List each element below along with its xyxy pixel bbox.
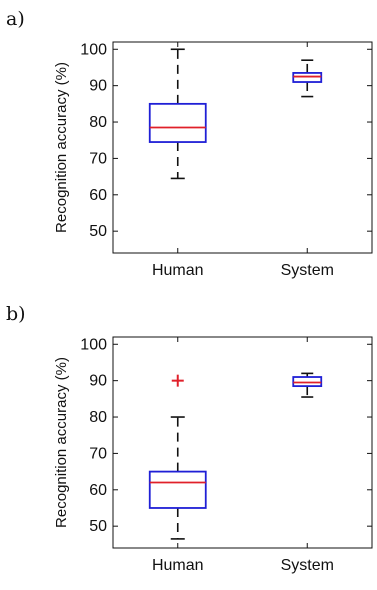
y-tick-label: 90 (89, 373, 107, 390)
chart-panel-a: a) 50 60 70 80 90 100 Recognition accuracy (%)… (6, 8, 373, 279)
x-tick-label-system: System (281, 557, 334, 574)
plot-frame (112, 41, 373, 254)
y-tick-label: 100 (80, 336, 107, 353)
chart-panel-b: b) 50 60 70 80 90 100 Recognition accuracy (%)… (0, 295, 377, 590)
y-tick-label: 60 (89, 187, 107, 204)
panel-label-a: a) (6, 8, 25, 30)
panel-label-b: b) (6, 303, 26, 325)
y-tick-label: 50 (89, 223, 107, 240)
y-tick-label: 70 (89, 150, 107, 167)
box-human (148, 470, 207, 509)
plot-frame (112, 336, 373, 549)
y-tick-label: 80 (89, 409, 107, 426)
box-system (292, 376, 323, 388)
outlier-human (171, 374, 184, 387)
y-tick-label: 70 (89, 445, 107, 462)
x-tick-label-system: System (281, 262, 334, 279)
y-axis-label: Recognition accuracy (%) (53, 357, 70, 528)
y-tick-label: 60 (89, 482, 107, 499)
y-tick-label: 80 (89, 114, 107, 131)
y-tick-label: 90 (89, 78, 107, 95)
x-tick-label-human: Human (152, 557, 204, 574)
box-human (148, 102, 207, 143)
boxplot-chart-b: 50 60 70 80 90 100 Recognition accuracy (%) Hum… (53, 336, 373, 574)
boxplot-chart-a: 50 60 70 80 90 100 Recognition accuracy (%) Hum… (53, 41, 373, 279)
x-tick-label-human: Human (152, 262, 204, 279)
y-tick-label: 50 (89, 518, 107, 535)
y-tick-label: 100 (80, 41, 107, 58)
y-axis-label: Recognition accuracy (%) (53, 62, 70, 233)
box-system (292, 72, 323, 83)
